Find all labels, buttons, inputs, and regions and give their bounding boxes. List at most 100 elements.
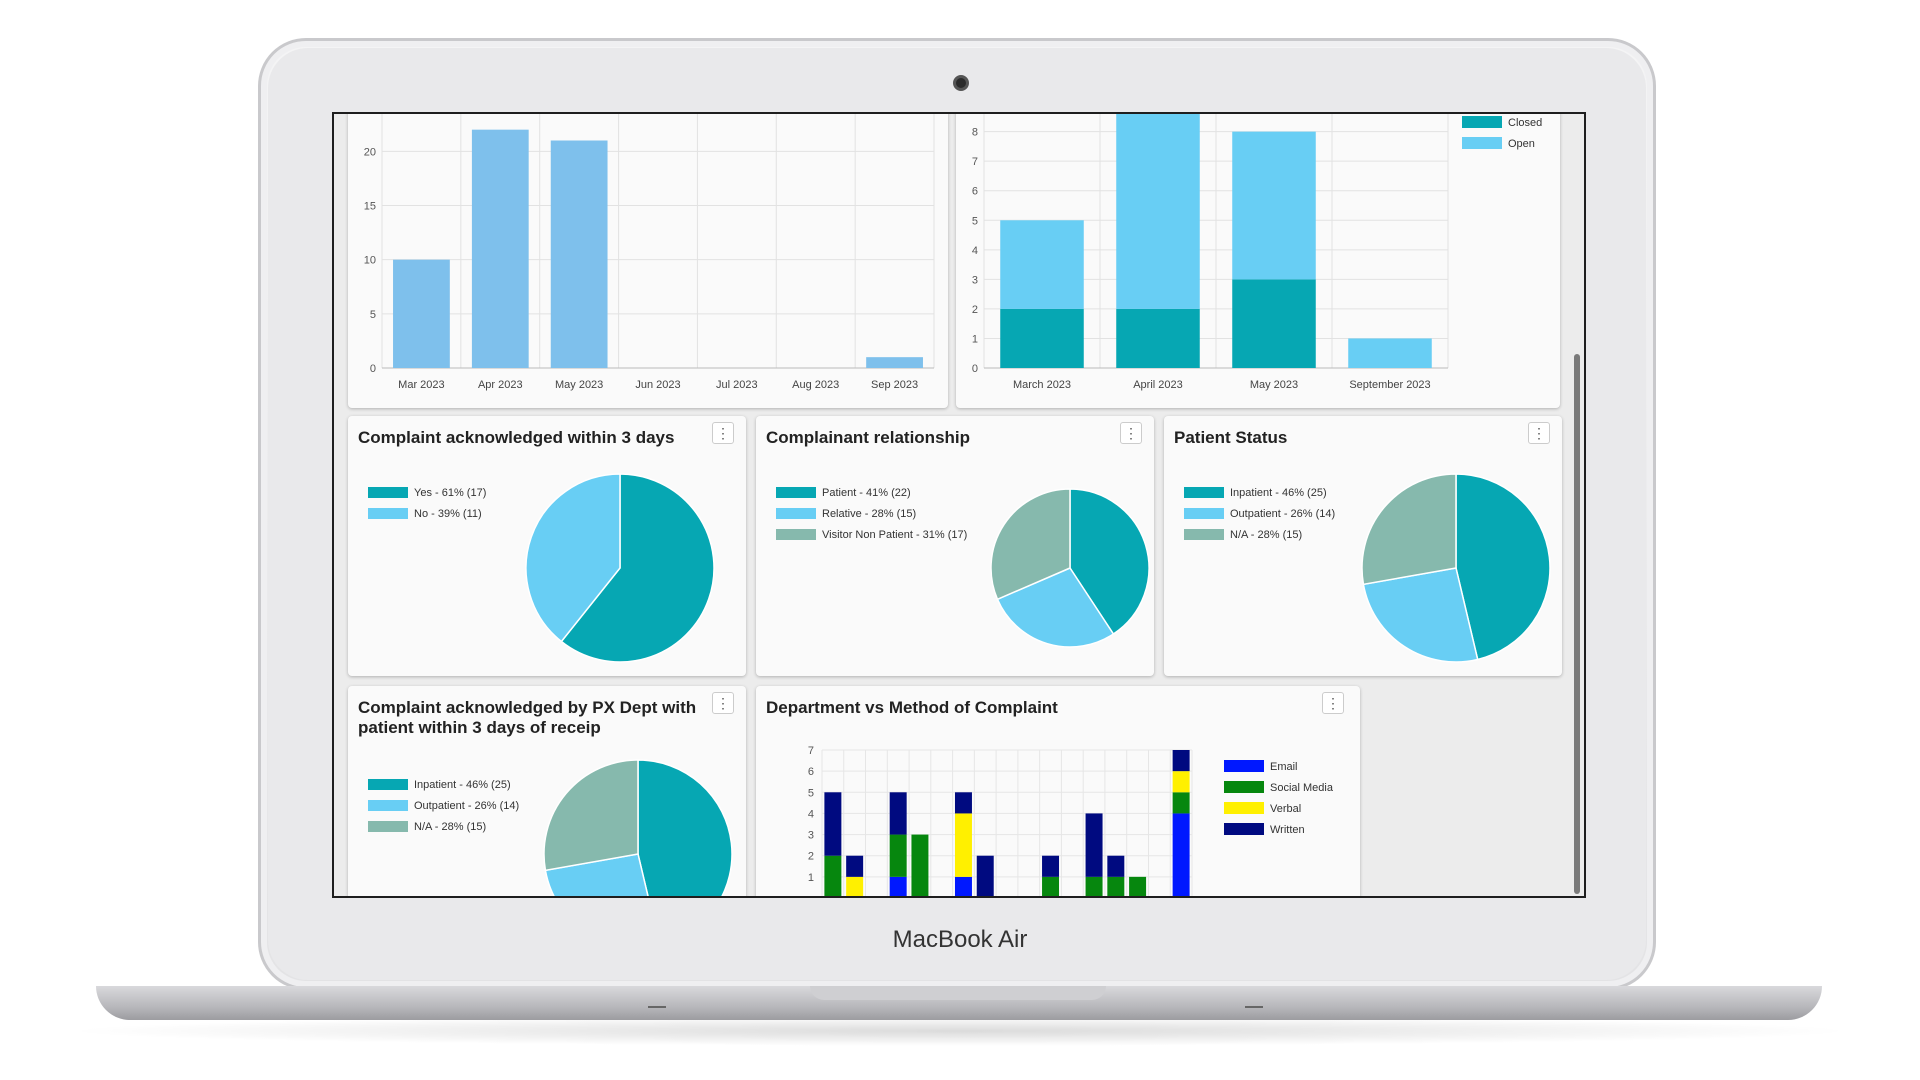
card-title: Complaint acknowledged within 3 days [358, 428, 675, 447]
open-closed-card: 0 1 2 3 4 5 6 7 8 March 2023 April 2023 May 2023 Sep… [956, 114, 1560, 408]
bar-segment [889, 792, 907, 835]
legend-label: N/A - 28% (15) [1230, 528, 1303, 541]
y-tick-label: 0 [972, 363, 978, 375]
legend-swatch [1184, 508, 1224, 519]
bar-segment [954, 876, 972, 896]
legend-label: Yes - 61% (17) [414, 486, 487, 499]
bar-segment [911, 834, 929, 896]
laptop-foot-left [648, 1006, 666, 1008]
y-tick-label: 20 [364, 146, 376, 158]
legend-swatch [1184, 487, 1224, 498]
legend-item: Patient - 41% (22) [776, 482, 967, 503]
x-tick-label: Sep 2023 [871, 379, 918, 391]
y-tick-label: 15 [364, 201, 376, 213]
y-tick-label: 1 [808, 872, 814, 884]
bar-segment [1042, 855, 1060, 877]
legend-swatch [776, 487, 816, 498]
bar [471, 129, 529, 368]
legend-item: Relative - 28% (15) [776, 503, 967, 524]
x-tick-label: Aug 2023 [792, 379, 839, 391]
legend-swatch [1224, 760, 1264, 772]
pie-legend: Inpatient - 46% (25) Outpatient - 26% (14… [368, 774, 519, 837]
legend-label: Visitor Non Patient - 31% (17) [822, 528, 968, 541]
more-options-icon[interactable]: ⋮ [1528, 422, 1550, 444]
bar [866, 357, 923, 368]
y-tick-label: 6 [808, 766, 814, 778]
bar-segment [954, 792, 972, 814]
legend-swatch [368, 508, 408, 519]
legend-swatch [368, 800, 408, 811]
y-tick-label: 2 [972, 304, 978, 316]
pie-slice [637, 759, 733, 896]
device-label: MacBook Air [892, 926, 1028, 953]
y-tick-label: 7 [808, 745, 814, 757]
y-tick-label: 1 [972, 333, 978, 345]
bar-segment [954, 813, 972, 877]
x-tick-label: April 2023 [1133, 379, 1183, 391]
pie-slice [1455, 473, 1551, 661]
laptop-notch [810, 986, 1106, 1000]
y-tick-label: 0 [370, 363, 376, 375]
legend-label: No - 39% (11) [414, 507, 482, 520]
card-title: Patient Status [1174, 428, 1288, 447]
pie-slice [990, 488, 1071, 601]
pie-legend: Patient - 41% (22) Relative - 28% (15) Vis… [776, 482, 967, 545]
legend-item: Inpatient - 46% (25) [368, 774, 519, 795]
bar-segment [1172, 813, 1190, 896]
more-options-icon[interactable]: ⋮ [1322, 692, 1344, 714]
card-title: Complainant relationship [766, 428, 971, 447]
legend-item: Yes - 61% (17) [368, 482, 486, 503]
legend-swatch [1224, 823, 1264, 835]
bar [393, 259, 450, 368]
pie-legend: Inpatient - 46% (25) Outpatient - 26% (14… [1184, 482, 1335, 545]
y-tick-label: 4 [972, 245, 978, 257]
ack-within-3-days-card: Complaint acknowledged within 3 days ⋮ Y… [348, 416, 746, 676]
legend-label: Social Media [1270, 782, 1334, 794]
vertical-scrollbar[interactable] [1574, 354, 1580, 894]
y-tick-label: 5 [972, 215, 978, 227]
more-options-icon[interactable]: ⋮ [712, 692, 734, 714]
bar-segment [1042, 876, 1060, 896]
x-tick-label: May 2023 [1250, 379, 1298, 391]
legend-swatch [776, 508, 816, 519]
y-tick-label: 5 [370, 309, 376, 321]
monthly-complaints-chart: 0 5 10 15 20 Mar 2023 Apr 2023 May 2023 Jun 2023… [364, 114, 935, 391]
bar-segment [889, 834, 907, 877]
bar-segment [1172, 771, 1190, 793]
patient-status-card: Patient Status ⋮ Inpatient - 46% (25) Out… [1164, 416, 1562, 676]
x-tick-label: Mar 2023 [398, 379, 444, 391]
card-title: Complaint acknowledged by PX Dept with p… [358, 698, 696, 738]
bar-segment [1172, 750, 1190, 772]
y-tick-label: 10 [364, 255, 376, 267]
y-tick-label: 7 [972, 156, 978, 168]
pie-slice [996, 567, 1115, 648]
bar-segment [1085, 876, 1103, 896]
bar [550, 140, 608, 368]
y-tick-label: 3 [808, 830, 814, 842]
bar-segment [1000, 220, 1084, 309]
legend-swatch [1184, 529, 1224, 540]
bar-segment [1232, 279, 1316, 368]
pie-slice [1362, 567, 1479, 663]
legend-item: Outpatient - 26% (14) [368, 795, 519, 816]
more-options-icon[interactable]: ⋮ [712, 422, 734, 444]
legend-label: Patient - 41% (22) [822, 486, 911, 499]
x-tick-label: September 2023 [1349, 379, 1430, 391]
legend-label: Closed [1508, 117, 1542, 129]
y-tick-label: 8 [972, 127, 978, 139]
legend-label: Outpatient - 26% (14) [414, 799, 520, 812]
bar-segment [1116, 114, 1200, 309]
y-tick-label: 3 [972, 274, 978, 286]
open-closed-chart: 0 1 2 3 4 5 6 7 8 March 2023 April 2023 May 2023 Sep… [972, 114, 1542, 391]
more-options-icon[interactable]: ⋮ [1120, 422, 1142, 444]
legend-label: Outpatient - 26% (14) [1230, 507, 1336, 520]
bar-segment [1129, 876, 1147, 896]
complainant-relationship-pie [990, 488, 1150, 648]
patient-status-pie [1361, 473, 1551, 663]
legend-label: N/A - 28% (15) [414, 820, 487, 833]
legend-item: Outpatient - 26% (14) [1184, 503, 1335, 524]
px-dept-ack-card: Complaint acknowledged by PX Dept with p… [348, 686, 746, 896]
card-title: Department vs Method of Complaint [766, 698, 1058, 717]
legend-label: Verbal [1270, 803, 1301, 815]
ack-within-3-days-pie [525, 473, 715, 663]
